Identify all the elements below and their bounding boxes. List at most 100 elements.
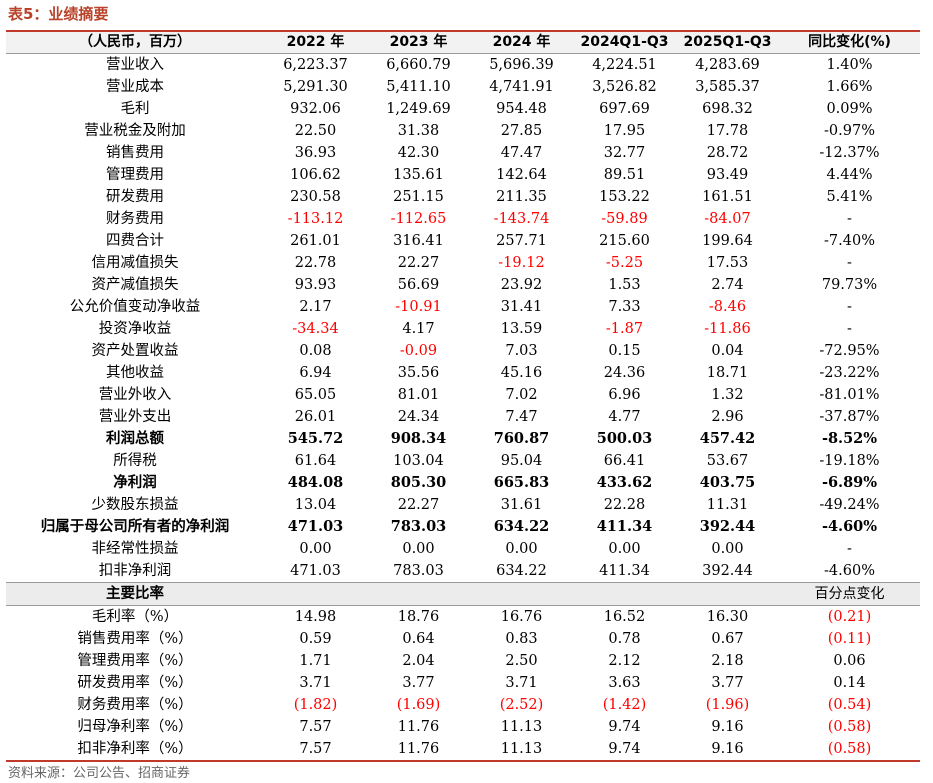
table-row: 营业税金及附加 22.50 31.38 27.85 17.95 17.78 -0.97% — [6, 120, 920, 142]
table-cell: 161.51 — [702, 189, 753, 205]
row-label: 扣非净利润 — [98, 563, 172, 579]
table-cell: -0.09 — [399, 343, 438, 359]
table-cell: 392.44 — [702, 563, 753, 579]
table-cell: 66.41 — [603, 453, 646, 469]
table-cell: 199.64 — [702, 233, 753, 249]
table-row: 投资净收益 -34.34 4.17 13.59 -1.87 -11.86 - — [6, 318, 920, 340]
table-cell: 484.08 — [287, 474, 344, 491]
table-cell: (1.69) — [396, 697, 441, 713]
table-cell: (1.82) — [293, 697, 338, 713]
table-cell: 0.08 — [299, 343, 332, 359]
table-cell: 3,585.37 — [695, 79, 760, 95]
table-cell: -49.24% — [819, 497, 880, 513]
table-row: 利润总额 545.72 908.34 760.87 500.03 457.42 -8.52% — [6, 428, 920, 450]
table-cell: -37.87% — [819, 409, 880, 425]
ratio-row: 扣非净利率（%） 7.57 11.76 11.13 9.74 9.16 (0.58) — [6, 738, 920, 760]
table-cell: -8.46 — [708, 299, 747, 315]
table-cell: 783.03 — [390, 518, 447, 535]
table-cell: 471.03 — [287, 518, 344, 535]
table-cell: 5,696.39 — [489, 57, 554, 73]
table-cell: 3.63 — [608, 675, 641, 691]
table-cell: 16.52 — [603, 609, 646, 625]
row-label: 利润总额 — [106, 430, 164, 447]
table-cell: 257.71 — [496, 233, 547, 249]
table-cell: -4.60% — [821, 518, 878, 535]
table-cell: 1.40% — [826, 57, 873, 73]
table-cell: (0.54) — [827, 697, 872, 713]
header-unit-label: （人民币，百万） — [79, 34, 191, 50]
table-cell: 261.01 — [290, 233, 341, 249]
table-cell: -84.07 — [704, 211, 751, 227]
table-cell: 7.33 — [608, 299, 641, 315]
table-cell: -72.95% — [819, 343, 880, 359]
table-cell: 3.71 — [505, 675, 538, 691]
table-cell: 11.31 — [706, 497, 749, 513]
table-cell: -113.12 — [287, 211, 344, 227]
row-label: 公允价值变动净收益 — [69, 299, 201, 315]
table-cell: 4.17 — [402, 321, 435, 337]
table-row: 非经常性损益 0.00 0.00 0.00 0.00 0.00 - — [6, 538, 920, 560]
table-cell: 4,283.69 — [695, 57, 760, 73]
table-cell: 0.67 — [711, 631, 744, 647]
table-cell: 53.67 — [706, 453, 749, 469]
table-title: 表5：业绩摘要 — [8, 5, 109, 23]
table-cell: (0.58) — [827, 741, 872, 757]
table-cell: -12.37% — [819, 145, 880, 161]
table-cell: 0.00 — [299, 541, 332, 557]
table-cell: (0.11) — [827, 631, 872, 647]
table-cell: 3.77 — [402, 675, 435, 691]
performance-summary-table: （人民币，百万） 2022 年 2023 年 2024 年 2024Q1-Q3 … — [6, 30, 920, 762]
table-cell: 36.93 — [294, 145, 337, 161]
table-cell: 11.76 — [397, 741, 440, 757]
table-cell: 0.09% — [826, 101, 873, 117]
table-cell: 6.96 — [608, 387, 641, 403]
table-cell: 433.62 — [596, 474, 653, 491]
table-row: 公允价值变动净收益 2.17 -10.91 31.41 7.33 -8.46 - — [6, 296, 920, 318]
ratio-change-label: 百分点变化 — [814, 586, 885, 602]
table-cell: 0.14 — [833, 675, 866, 691]
table-cell: 4,741.91 — [489, 79, 554, 95]
table-cell: -1.87 — [605, 321, 644, 337]
row-label: 少数股东损益 — [91, 497, 179, 513]
table-cell: -10.91 — [395, 299, 442, 315]
table-cell: - — [847, 321, 852, 337]
table-row: 资产处置收益 0.08 -0.09 7.03 0.15 0.04 -72.95% — [6, 340, 920, 362]
table-cell: 2.50 — [505, 653, 538, 669]
table-cell: 9.74 — [608, 719, 641, 735]
table-cell: 0.83 — [505, 631, 538, 647]
table-cell: 1,249.69 — [386, 101, 451, 117]
table-cell: 17.53 — [706, 255, 749, 271]
table-cell: (0.21) — [827, 609, 872, 625]
table-cell: 403.75 — [699, 474, 756, 491]
table-cell: 5,291.30 — [283, 79, 348, 95]
table-cell: 89.51 — [603, 167, 646, 183]
header-col-2023: 2023 年 — [389, 34, 448, 50]
header-col-2024q1q3: 2024Q1-Q3 — [580, 34, 669, 50]
table-cell: 9.16 — [711, 719, 744, 735]
ratio-row: 财务费用率（%） (1.82) (1.69) (2.52) (1.42) (1.96) (0… — [6, 694, 920, 716]
table-cell: 251.15 — [393, 189, 444, 205]
table-cell: 45.16 — [500, 365, 543, 381]
table-header-row: （人民币，百万） 2022 年 2023 年 2024 年 2024Q1-Q3 … — [6, 32, 920, 54]
table-row: 所得税 61.64 103.04 95.04 66.41 53.67 -19.18% — [6, 450, 920, 472]
row-label: 营业税金及附加 — [84, 123, 186, 139]
table-cell: 7.02 — [505, 387, 538, 403]
table-cell: - — [847, 541, 852, 557]
table-cell: 135.61 — [393, 167, 444, 183]
table-cell: 2.17 — [299, 299, 332, 315]
table-cell: 634.22 — [496, 563, 547, 579]
table-cell: (1.96) — [705, 697, 750, 713]
table-cell: 42.30 — [397, 145, 440, 161]
table-cell: 81.01 — [397, 387, 440, 403]
table-cell: -0.97% — [824, 123, 875, 139]
table-cell: 79.73% — [821, 277, 878, 293]
table-cell: 11.13 — [500, 719, 543, 735]
table-cell: 22.27 — [397, 255, 440, 271]
table-cell: 316.41 — [393, 233, 444, 249]
table-cell: -34.34 — [292, 321, 339, 337]
table-cell: (1.42) — [602, 697, 647, 713]
table-cell: 93.49 — [706, 167, 749, 183]
table-cell: 14.98 — [294, 609, 337, 625]
table-row: 四费合计 261.01 316.41 257.71 215.60 199.64 -7.40% — [6, 230, 920, 252]
table-cell: 6,223.37 — [283, 57, 348, 73]
